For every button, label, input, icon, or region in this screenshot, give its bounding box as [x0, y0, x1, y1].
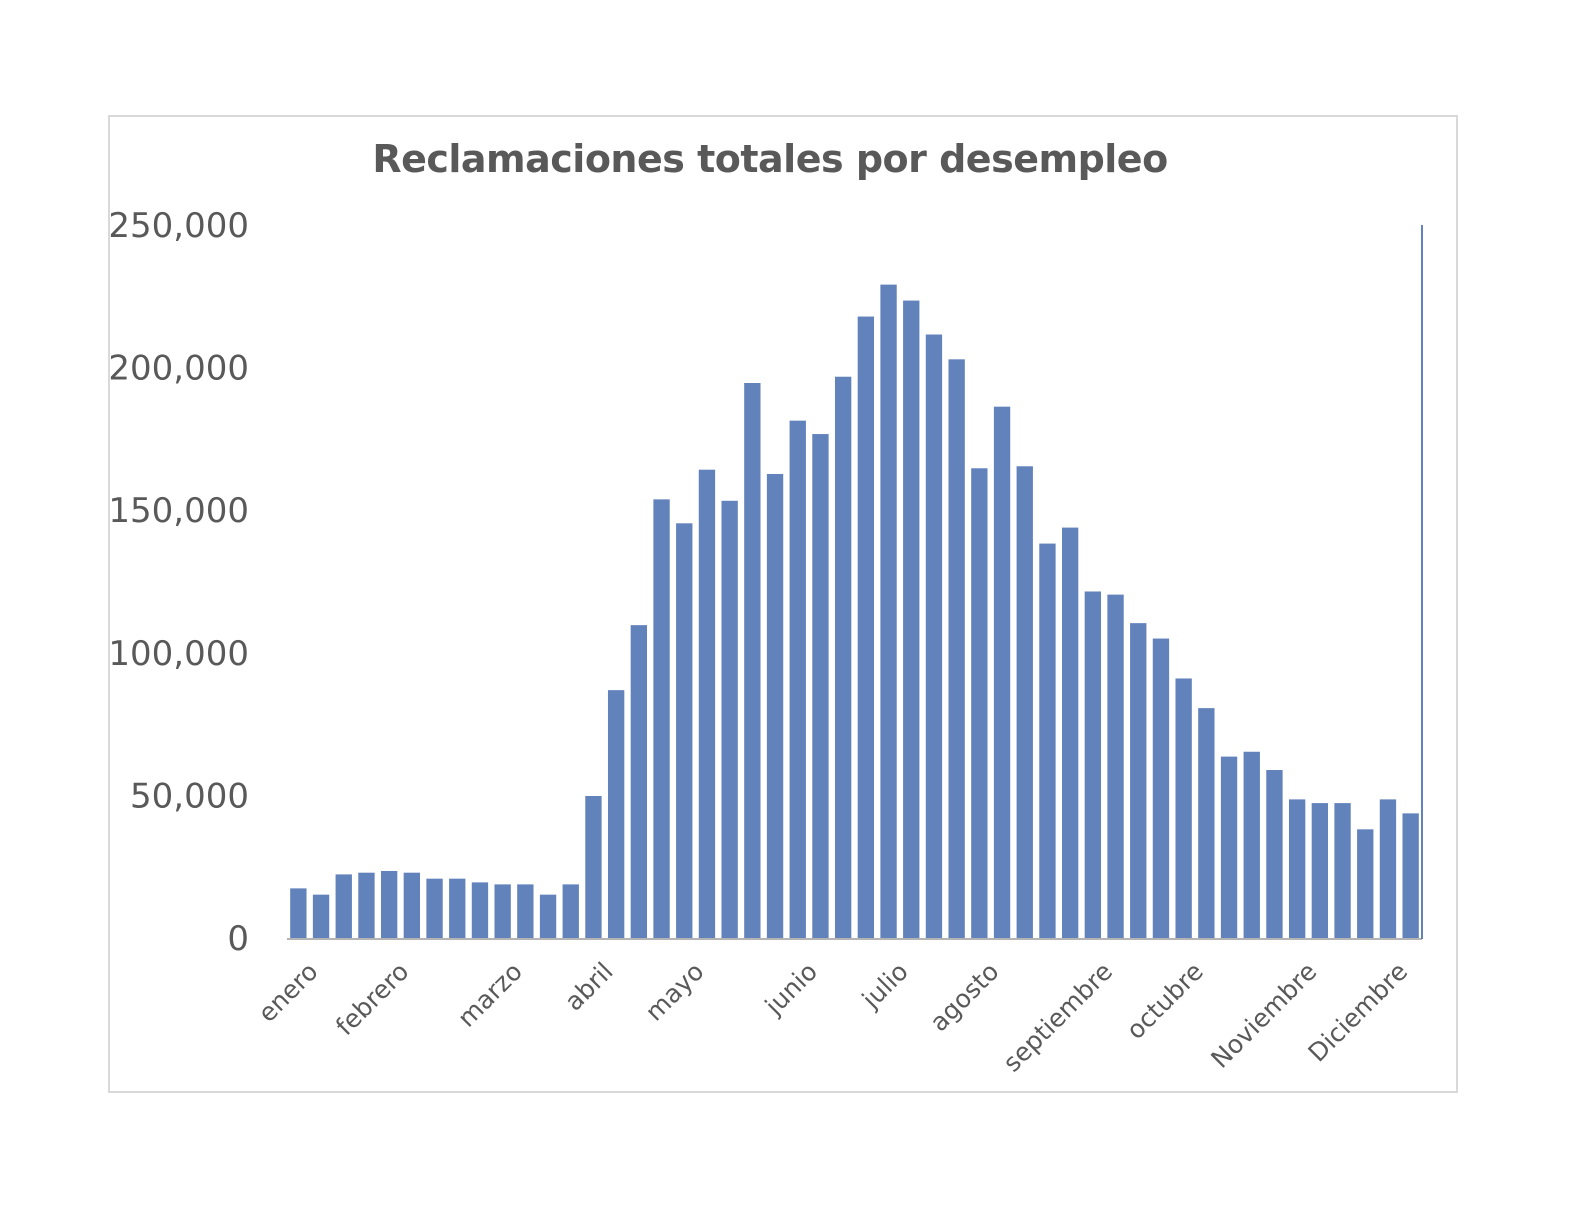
x-tick-label: enero [252, 957, 323, 1028]
y-tick-label: 250,000 [108, 206, 249, 246]
bar [471, 882, 489, 938]
bar [449, 878, 466, 938]
chart-title: Reclamaciones totales por desempleo [372, 137, 1168, 181]
bar [1311, 803, 1329, 938]
bars [290, 284, 1419, 939]
y-tick-label: 0 [227, 919, 249, 959]
x-tick-label: febrero [330, 957, 414, 1041]
bar [607, 690, 625, 938]
bar [494, 884, 511, 938]
bar [1288, 799, 1306, 938]
bar [1220, 756, 1238, 938]
bar [766, 473, 784, 938]
bar [1061, 527, 1079, 938]
x-tick-label: octubre [1121, 957, 1209, 1045]
bar [1107, 594, 1124, 938]
y-tick-label: 200,000 [108, 349, 249, 389]
bar [880, 284, 897, 938]
bar [1266, 770, 1283, 938]
x-tick-label: mayo [640, 957, 710, 1027]
bar [1152, 638, 1170, 938]
bar [1175, 678, 1192, 938]
bar [585, 795, 602, 938]
bar [789, 420, 806, 938]
x-tick-label: abril [559, 957, 619, 1017]
bar [1243, 751, 1260, 938]
bar [993, 406, 1011, 938]
bar [971, 468, 988, 938]
bar [925, 334, 943, 938]
x-tick-label: agosto [924, 957, 1004, 1037]
y-tick-label: 150,000 [108, 491, 249, 531]
bar [562, 884, 579, 938]
bar [335, 874, 352, 938]
bar [744, 383, 761, 938]
bar [1334, 803, 1351, 938]
x-tick-label: Noviembre [1205, 957, 1322, 1074]
bar [1198, 708, 1215, 938]
bar [380, 870, 398, 938]
bar [1084, 591, 1102, 938]
x-tick-label: julio [856, 957, 914, 1015]
bar [653, 499, 670, 938]
bar [312, 894, 330, 938]
x-tick-label: septiembre [997, 957, 1118, 1078]
y-tick-label: 50,000 [130, 776, 249, 816]
x-tick-label: marzo [452, 957, 528, 1033]
bar [1130, 623, 1147, 938]
bar [517, 884, 534, 938]
bar [290, 888, 307, 938]
bar [630, 625, 648, 938]
bar [539, 894, 557, 938]
x-tick-label: Diciembre [1302, 957, 1413, 1068]
bar [1402, 813, 1419, 938]
y-axis-ticks: 0 50,000 100,000 150,000 200,000 250,000 [108, 206, 249, 959]
bar [948, 359, 965, 939]
bar [812, 434, 829, 938]
bar [426, 878, 443, 938]
bar [857, 316, 875, 938]
bar [676, 523, 693, 938]
bar [403, 872, 421, 938]
bar [1016, 466, 1033, 938]
bar [834, 376, 852, 939]
bar [721, 500, 738, 938]
x-axis-ticks: enero febrero marzo abril mayo junio julio agos… [252, 957, 1413, 1078]
y-tick-label: 100,000 [108, 634, 249, 674]
bar [1039, 543, 1056, 938]
bar [358, 872, 375, 938]
bar [1357, 829, 1374, 938]
bar [903, 300, 920, 939]
x-tick-label: junio [759, 957, 823, 1021]
bar [698, 469, 716, 938]
bar [1379, 799, 1397, 938]
